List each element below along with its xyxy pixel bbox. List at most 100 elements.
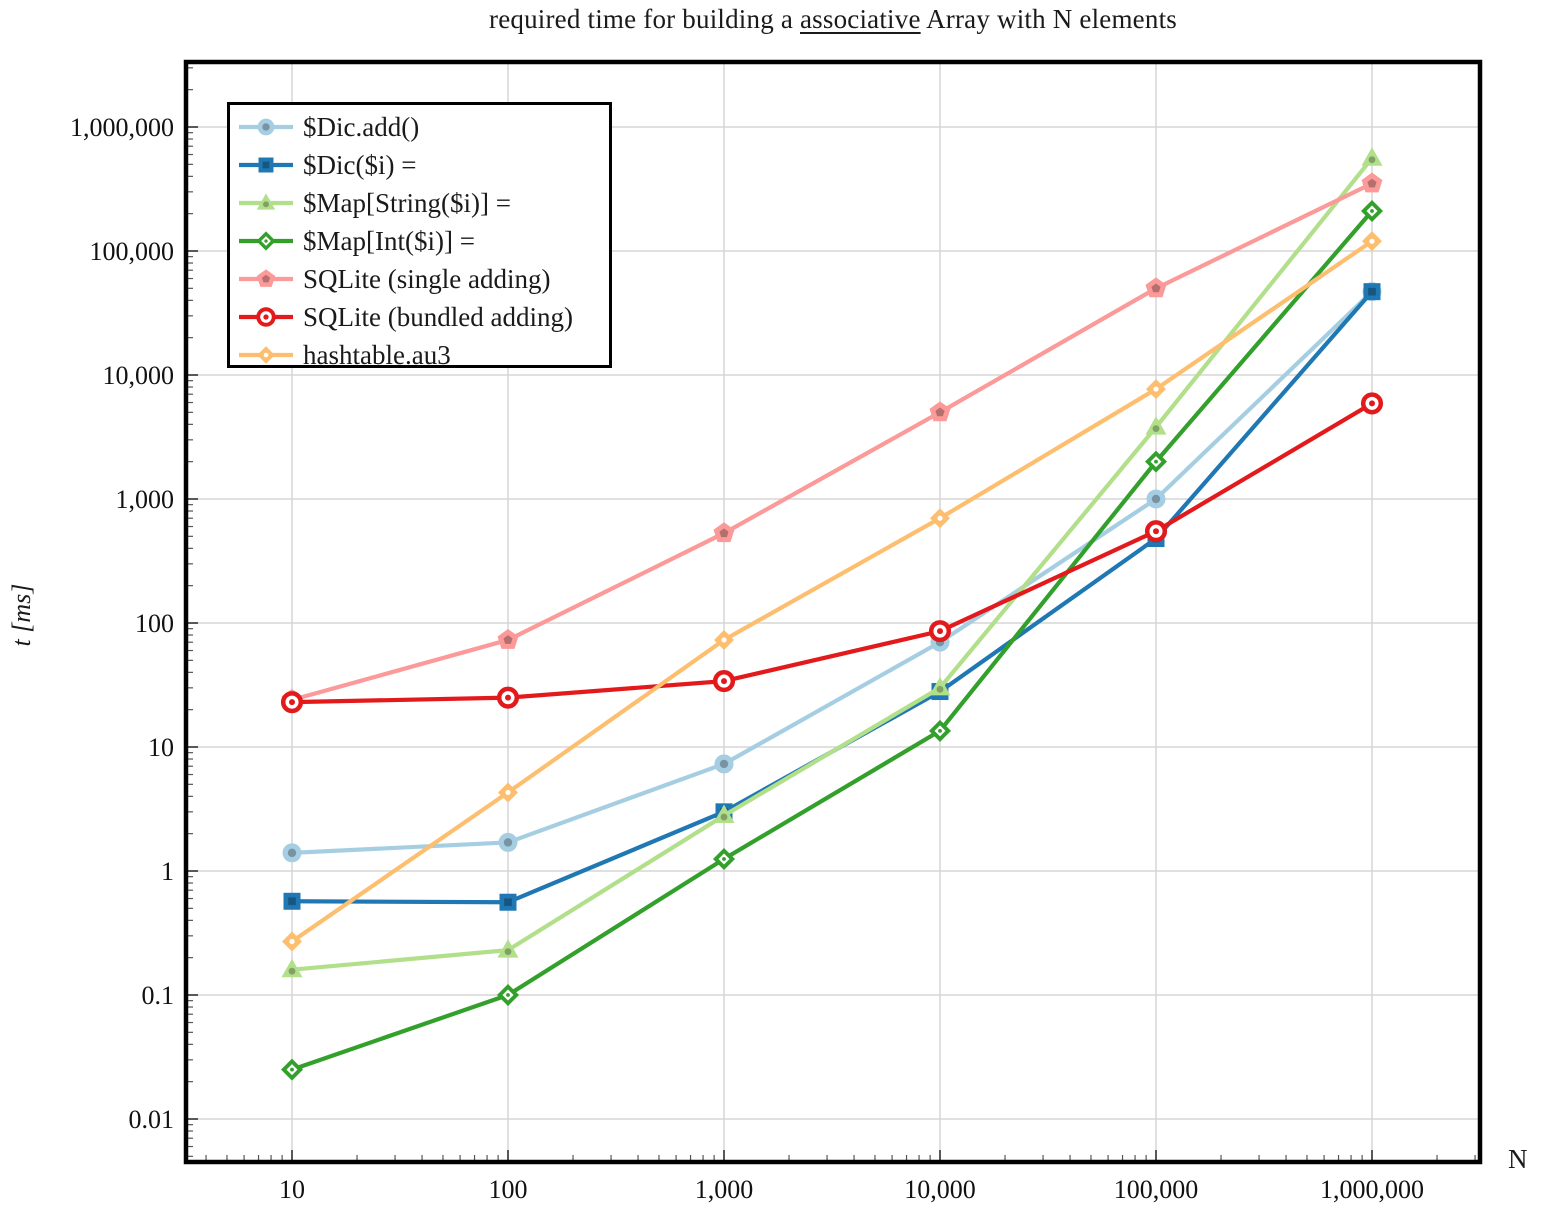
marker-shape [722, 857, 726, 861]
marker-shape [504, 948, 512, 956]
series-marker-square [258, 157, 274, 173]
legend-item: $Map[Int($i)] = [238, 222, 609, 260]
series-marker-circle-open [928, 620, 952, 643]
marker-shape [1367, 178, 1377, 188]
marker-shape [288, 967, 296, 975]
marker-shape [719, 528, 729, 538]
y-tick-label: 10 [148, 733, 174, 762]
marker-shape [935, 407, 945, 417]
series-marker-circle [498, 832, 518, 852]
marker-shape [1369, 400, 1375, 407]
legend-label: $Map[String($i)] = [303, 187, 511, 218]
y-tick-label: 0.1 [142, 981, 175, 1010]
series-marker-circle [1146, 489, 1166, 509]
series-marker-triangle [281, 958, 303, 978]
marker-shape [263, 314, 269, 320]
x-tick-label: 100 [489, 1175, 528, 1204]
series-marker-circle-open [712, 670, 736, 693]
marker-shape [936, 685, 944, 693]
legend-marker-sample [239, 193, 293, 210]
legend-label: SQLite (bundled adding) [303, 301, 573, 332]
series-line [289, 181, 1375, 702]
y-tick-label: 100 [135, 609, 174, 638]
series-marker-pentagon [713, 522, 735, 543]
x-tick-label: 100,000 [1114, 1175, 1199, 1204]
series-marker-pentagon [1145, 277, 1167, 298]
legend-item: $Map[String($i)] = [238, 184, 609, 222]
marker-shape [506, 993, 510, 997]
y-tick-label: 1,000 [116, 485, 175, 514]
series-marker-triangle [713, 804, 735, 824]
marker-shape [1368, 287, 1376, 296]
series-marker-pentagon [256, 269, 276, 287]
series-line [289, 208, 1375, 1072]
series-marker-diamond-open [256, 231, 276, 251]
marker-shape [721, 637, 727, 643]
legend-marker-sample [239, 269, 293, 287]
series-marker-diamond-open [713, 847, 735, 870]
legend-marker-sample [239, 118, 293, 136]
legend-item: SQLite (bundled adding) [238, 298, 609, 336]
series-marker-pentagon [1361, 172, 1383, 193]
marker-shape [1368, 156, 1376, 164]
marker-shape [1153, 528, 1159, 535]
marker-shape [938, 728, 942, 733]
plot-border [183, 59, 1483, 1165]
x-tick-label: 10,000 [904, 1175, 976, 1204]
marker-shape [504, 898, 512, 907]
y-tick-label: 100,000 [90, 237, 175, 266]
y-tick-label: 0.01 [129, 1105, 175, 1134]
series-marker-circle [282, 843, 302, 863]
series-marker-triangle [256, 193, 276, 210]
y-tick-label: 1 [161, 857, 174, 886]
series-marker-pentagon [929, 401, 951, 422]
legend-marker-sample [239, 231, 293, 251]
marker-shape [263, 352, 269, 358]
marker-shape [289, 699, 295, 706]
marker-shape [1152, 425, 1160, 433]
series-marker-circle-open [496, 686, 520, 709]
y-tick-label: 10,000 [103, 361, 175, 390]
series-marker-diamond-open [281, 1058, 303, 1081]
series-marker-circle-open [1360, 392, 1384, 415]
legend-item: hashtable.au3 [238, 336, 609, 374]
marker-shape [1370, 209, 1374, 213]
chart-title-suffix: Array with N elements [920, 4, 1177, 34]
chart-title: required time for building a associative… [186, 4, 1480, 35]
series-marker-diamond-open [1361, 200, 1383, 223]
legend-box: $Dic.add() $Dic($i) = $Map[String($i)] = $M… [227, 102, 612, 370]
series-marker-square [1363, 283, 1381, 301]
marker-shape [1369, 238, 1375, 244]
marker-shape [290, 1067, 294, 1072]
marker-shape [262, 123, 270, 131]
marker-shape [1153, 386, 1159, 392]
marker-shape [721, 678, 727, 685]
series-marker-circle-open [256, 307, 276, 327]
chart-title-underlined-word: associative [799, 4, 921, 34]
series-marker-circle [257, 118, 275, 136]
series-marker-circle-open [280, 691, 304, 714]
marker-shape [262, 161, 270, 169]
legend-label: $Dic($i) = [303, 149, 417, 180]
marker-shape [1151, 494, 1161, 504]
series-marker-triangle [1145, 416, 1167, 435]
marker-shape [287, 848, 297, 858]
marker-shape [720, 813, 728, 821]
series-marker-diamond-open [497, 984, 519, 1006]
series-marker-triangle [497, 939, 519, 958]
marker-shape [937, 628, 943, 635]
x-tick-label: 1,000,000 [1320, 1175, 1424, 1204]
marker-shape [503, 838, 513, 847]
marker-shape [719, 759, 729, 769]
marker-shape [505, 789, 511, 796]
series-marker-diamond [1362, 231, 1382, 252]
series-marker-circle [714, 754, 734, 774]
marker-shape [263, 201, 269, 208]
series-marker-pentagon [497, 628, 519, 649]
x-tick-label: 10 [279, 1175, 305, 1204]
series-marker-diamond [257, 346, 275, 364]
x-axis-label: N [1508, 1144, 1528, 1174]
legend-marker-sample [239, 346, 293, 364]
